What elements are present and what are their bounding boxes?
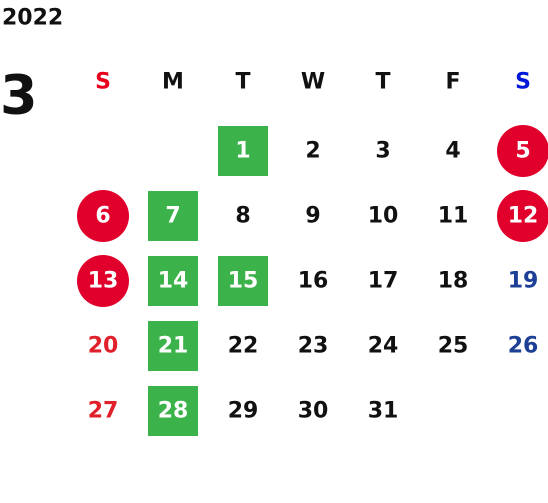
weekday-label: S [95,70,111,95]
day-number: 14 [158,269,189,294]
day-number: 20 [88,334,119,359]
day-number: 30 [298,399,329,424]
weekday-label: W [301,70,325,95]
weekday-label: S [515,70,531,95]
day-number: 24 [368,334,399,359]
day-number: 27 [88,399,119,424]
weekday-label: F [445,70,460,95]
holiday-square [148,321,198,371]
day-number: 26 [508,334,539,359]
holiday-square [148,386,198,436]
day-number: 12 [508,204,539,229]
weekday-label: M [162,70,184,95]
day-number: 31 [368,399,399,424]
weekday-label: T [375,70,390,95]
day-number: 13 [88,269,119,294]
day-number: 7 [165,204,180,229]
holiday-square [218,256,268,306]
year: 2022 [2,6,63,31]
day-number: 1 [235,139,250,164]
month: 3 [0,64,38,127]
day-number: 11 [438,204,469,229]
holiday-circle [497,190,548,242]
day-number: 19 [508,269,539,294]
day-number: 21 [158,334,189,359]
day-number: 23 [298,334,329,359]
day-number: 18 [438,269,469,294]
weekday-label: T [235,70,250,95]
day-number: 22 [228,334,259,359]
day-number: 8 [235,204,250,229]
day-number: 6 [95,204,110,229]
day-number: 2 [305,139,320,164]
day-number: 5 [515,139,530,164]
day-number: 3 [375,139,390,164]
day-number: 10 [368,204,399,229]
holiday-circle [77,255,129,307]
day-number: 15 [228,269,259,294]
holiday-circle [497,125,548,177]
day-number: 9 [305,204,320,229]
holiday-circle [77,190,129,242]
day-number: 17 [368,269,399,294]
day-number: 25 [438,334,469,359]
day-number: 4 [445,139,460,164]
day-number: 29 [228,399,259,424]
holiday-square [148,256,198,306]
holiday-square [218,126,268,176]
holiday-square [148,191,198,241]
day-number: 28 [158,399,189,424]
day-number: 16 [298,269,329,294]
